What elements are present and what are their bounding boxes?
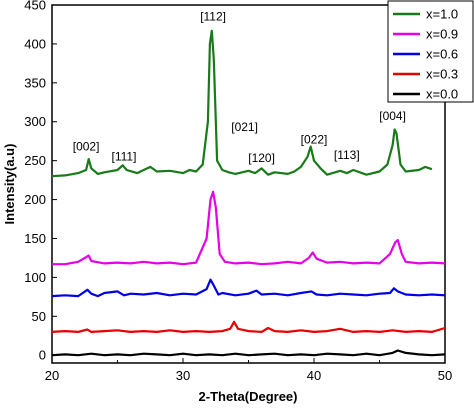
series-line-x-1-0 bbox=[51, 29, 433, 178]
series-layer bbox=[51, 29, 446, 357]
y-axis-title: Intensity(a.u) bbox=[2, 144, 17, 225]
y-tick-label: 100 bbox=[24, 270, 46, 285]
x-axis-title: 2-Theta(Degree) bbox=[199, 389, 298, 404]
legend-label: x=0.6 bbox=[426, 47, 458, 62]
peak-label: [113] bbox=[334, 148, 360, 162]
y-tick-label: 150 bbox=[24, 231, 46, 246]
x-tick-label: 30 bbox=[176, 368, 190, 383]
y-tick-label: 0 bbox=[39, 348, 46, 363]
peak-label: [111] bbox=[112, 150, 137, 164]
series-line-x-0-6 bbox=[51, 278, 446, 298]
series-line-x-0-3 bbox=[51, 320, 446, 333]
y-tick-label: 300 bbox=[24, 114, 46, 129]
peak-label: [120] bbox=[248, 151, 275, 165]
peak-label: [021] bbox=[231, 120, 258, 134]
legend-label: x=0.9 bbox=[426, 27, 458, 42]
peak-label: [004] bbox=[379, 109, 406, 123]
legend-box bbox=[387, 0, 474, 103]
y-tick-label: 200 bbox=[24, 192, 46, 207]
legend-label: x=0.3 bbox=[426, 67, 458, 82]
peak-label: [112] bbox=[200, 10, 226, 24]
legend-label: x=1.0 bbox=[426, 7, 458, 22]
y-axis-ticks: 0 50 100 150 200 250 300 350 400 450 bbox=[24, 0, 57, 363]
legend-label: x=0.0 bbox=[426, 87, 458, 102]
peak-label: [002] bbox=[73, 140, 100, 154]
legend: x=1.0 x=0.9 x=0.6 x=0.3 x=0.0 bbox=[387, 0, 474, 103]
y-tick-label: 350 bbox=[24, 75, 46, 90]
y-tick-label: 250 bbox=[24, 153, 46, 168]
y-tick-label: 50 bbox=[32, 309, 46, 324]
peak-annotations: [002] [111] [112] [021] [120] [022] [113] [004] bbox=[73, 10, 406, 166]
x-tick-label: 50 bbox=[438, 368, 452, 383]
y-tick-label: 400 bbox=[24, 36, 46, 51]
plot-frame bbox=[51, 4, 446, 364]
y-tick-label: 450 bbox=[24, 0, 46, 13]
series-line-x-0-0 bbox=[51, 349, 446, 357]
x-tick-label: 20 bbox=[45, 368, 59, 383]
series-line-x-0-9 bbox=[52, 190, 446, 266]
x-tick-label: 40 bbox=[307, 368, 321, 383]
peak-label: [022] bbox=[301, 133, 328, 147]
x-axis-ticks: 20 30 40 50 bbox=[45, 358, 452, 383]
